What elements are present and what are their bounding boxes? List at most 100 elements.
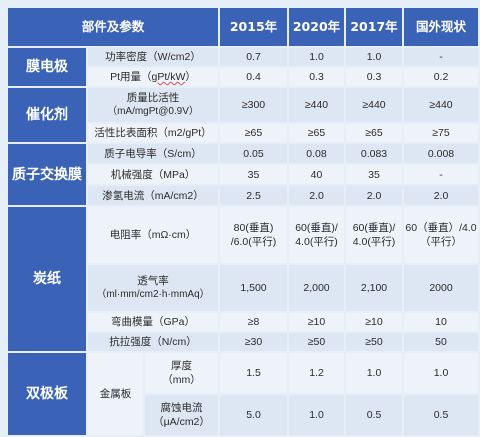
param-air-permeability: 透气率 （ml·mm/cm2·h·mmAq） <box>88 265 219 311</box>
param-line: （mm） <box>162 374 201 386</box>
cell: ≥10 <box>289 313 345 331</box>
table-row: 机械强度（MPa） 35 40 35 - <box>8 165 479 184</box>
cell: 80(垂直) /6.0(平行) <box>220 207 288 263</box>
spec-table-container: 部件及参数 2015年 2020年 2017年 国外现状 膜电极 功率密度（W/… <box>6 6 479 435</box>
cell: ≥30 <box>220 333 288 351</box>
cell: ≥440 <box>404 88 479 122</box>
cell: 1.0 <box>346 353 403 393</box>
category-pem: 质子交换膜 <box>8 144 86 205</box>
cell: 2,100 <box>346 265 403 311</box>
param-power-density: 功率密度（W/cm2） <box>88 48 219 66</box>
cell: 35 <box>346 165 403 184</box>
category-membrane-electrode: 膜电极 <box>8 48 86 86</box>
header-2017: 2017年 <box>346 8 403 46</box>
spec-table: 部件及参数 2015年 2020年 2017年 国外现状 膜电极 功率密度（W/… <box>6 6 480 437</box>
cell: 2.0 <box>346 186 403 205</box>
param-line: 质量比活性 <box>126 92 180 104</box>
param-pt-loading-main: Pt用量（ <box>110 71 152 83</box>
cell: 0.3 <box>346 68 403 86</box>
cell: 2000 <box>404 265 479 311</box>
param-pt-loading-unit: gPt/kW <box>151 71 186 83</box>
cell: ≥300 <box>220 88 288 122</box>
table-row: 炭纸 电阻率（mΩ·cm） 80(垂直) /6.0(平行) 60(垂直)/ 4.0(… <box>8 207 479 351</box>
cell: 10 <box>404 313 479 331</box>
cell-line: 4.0(平行) <box>352 236 396 248</box>
subcategory-metal-plate: 金属板 <box>88 353 143 435</box>
cell-line: 80(垂直) <box>233 222 274 234</box>
cell: 60（垂直）/4.0 （平行） <box>404 207 479 263</box>
cell: 1.0 <box>404 353 479 393</box>
cell-line: /6.0(平行) <box>230 236 277 248</box>
param-line: （μA/cm2） <box>153 416 210 428</box>
cell: 0.008 <box>404 144 479 163</box>
cell-line: 60（垂直）/4.0 <box>405 222 477 234</box>
cell: ≥10 <box>346 313 403 331</box>
cell: ≥65 <box>220 124 288 142</box>
param-line: （ml·mm/cm2·h·mmAq） <box>96 289 210 300</box>
cell: 2.5 <box>220 186 288 205</box>
cell: 0.4 <box>220 68 288 86</box>
cell: 1.0 <box>289 395 345 435</box>
cell: 60(垂直)/ 4.0(平行) <box>289 207 345 263</box>
cell: ≥75 <box>404 124 479 142</box>
cell-line: 4.0(平行) <box>295 236 338 248</box>
cell: 1.0 <box>289 48 345 66</box>
header-2015: 2015年 <box>220 8 288 46</box>
cell: 50 <box>404 333 479 351</box>
table-row: 弯曲模量（GPa） ≥8 ≥10 ≥10 10 <box>8 313 479 331</box>
param-tensile-strength: 抗拉强度（N/cm） <box>88 333 219 351</box>
table-row: Pt用量（gPt/kW） 0.4 0.3 0.3 0.2 <box>8 68 479 86</box>
cell: 0.05 <box>220 144 288 163</box>
cell: ≥65 <box>289 124 345 142</box>
param-resistivity: 电阻率（mΩ·cm） <box>88 207 219 263</box>
cell: 0.08 <box>289 144 345 163</box>
cell: ≥65 <box>346 124 403 142</box>
cell: 60(垂直)/ 4.0(平行) <box>346 207 403 263</box>
cell: 1,500 <box>220 265 288 311</box>
table-row: 质子交换膜 质子电导率（S/cm） 0.05 0.08 0.083 0.008 <box>8 144 479 205</box>
cell: 2.0 <box>289 186 345 205</box>
cell: ≥50 <box>289 333 345 351</box>
param-corrosion-current: 腐蚀电流 （μA/cm2） <box>145 395 219 435</box>
header-foreign: 国外现状 <box>404 8 479 46</box>
param-line: 厚度 <box>171 360 192 372</box>
table-row: 腐蚀电流 （μA/cm2） 5.0 1.0 0.5 0.5 <box>8 395 479 435</box>
cell: 2,000 <box>289 265 345 311</box>
cell: 2.0 <box>404 186 479 205</box>
cell: ≥50 <box>346 333 403 351</box>
cell: 1.0 <box>346 48 403 66</box>
cell-line: （平行） <box>420 236 463 248</box>
param-mass-activity: 质量比活性 （mA/mgPt@0.9V） <box>88 88 219 122</box>
cell: 5.0 <box>220 395 288 435</box>
cell: 0.5 <box>346 395 403 435</box>
header-param: 部件及参数 <box>8 8 219 46</box>
param-proton-conductivity: 质子电导率（S/cm） <box>88 144 219 163</box>
header-row: 部件及参数 2015年 2020年 2017年 国外现状 <box>8 8 479 46</box>
cell: 1.2 <box>289 353 345 393</box>
table-row: 抗拉强度（N/cm） ≥30 ≥50 ≥50 50 <box>8 333 479 351</box>
table-row: 催化剂 质量比活性 （mA/mgPt@0.9V） ≥300 ≥440 ≥440 ≥… <box>8 88 479 142</box>
cell: 35 <box>220 165 288 184</box>
param-pt-loading-end: ） <box>185 71 196 83</box>
cell: - <box>404 48 479 66</box>
category-bipolar-plate: 双极板 <box>8 353 86 435</box>
cell: 1.5 <box>220 353 288 393</box>
cell: 0.083 <box>346 144 403 163</box>
cell: - <box>404 165 479 184</box>
param-hydrogen-crossover: 渗氢电流（mA/cm2） <box>88 186 219 205</box>
cell: 0.3 <box>289 68 345 86</box>
header-2020: 2020年 <box>289 8 345 46</box>
table-row: 渗氢电流（mA/cm2） 2.5 2.0 2.0 2.0 <box>8 186 479 205</box>
param-flexural-modulus: 弯曲模量（GPa） <box>88 313 219 331</box>
table-row: 双极板 金属板 厚度 （mm） 1.5 1.2 1.0 1.0 <box>8 353 479 435</box>
param-line: 腐蚀电流 <box>160 402 203 414</box>
cell-line: 60(垂直)/ <box>352 222 396 234</box>
param-specific-surface: 活性比表面积（m2/gPt） <box>88 124 219 142</box>
table-row: 膜电极 功率密度（W/cm2） 0.7 1.0 1.0 - <box>8 48 479 86</box>
param-thickness: 厚度 （mm） <box>145 353 219 393</box>
cell: ≥440 <box>346 88 403 122</box>
table-row: 活性比表面积（m2/gPt） ≥65 ≥65 ≥65 ≥75 <box>8 124 479 142</box>
cell: 0.2 <box>404 68 479 86</box>
param-line: 透气率 <box>137 275 169 287</box>
cell: 0.7 <box>220 48 288 66</box>
